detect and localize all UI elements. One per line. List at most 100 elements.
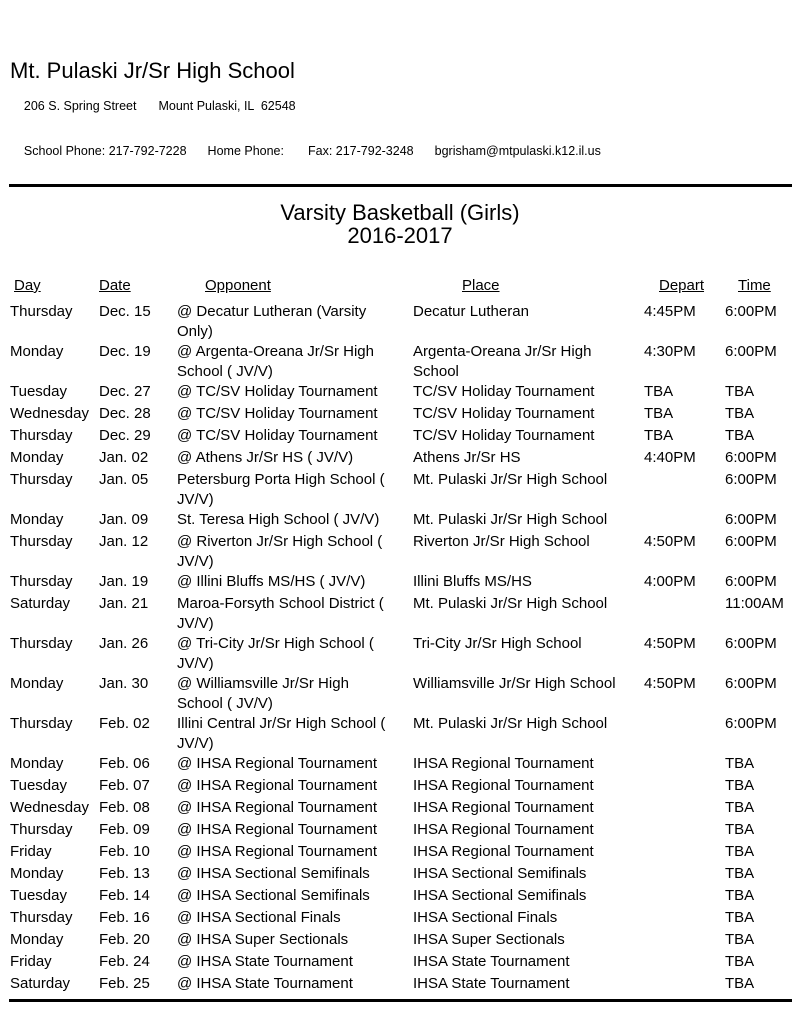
cell-opponent: @ TC/SV Holiday Tournament: [177, 383, 378, 400]
column-header-day: Day: [14, 277, 41, 294]
table-row: Friday Feb. 24 @ IHSA State Tournament I…: [0, 952, 800, 972]
cell-day: Saturday: [10, 975, 71, 992]
table-row: Thursday Jan. 19 @ Illini Bluffs MS/HS (…: [0, 572, 800, 592]
cell-depart: [644, 908, 725, 928]
cell-depart: [644, 952, 725, 972]
page-title: Varsity Basketball (Girls) 2016-2017: [0, 201, 800, 247]
cell-depart: [644, 864, 725, 884]
cell-day: Thursday: [10, 573, 73, 590]
cell-place: Mt. Pulaski Jr/Sr High School: [413, 511, 608, 528]
cell-depart: TBA: [644, 427, 674, 444]
cell-depart: TBA: [644, 383, 674, 400]
cell-time: 6:00PM: [725, 533, 777, 550]
table-row: Monday Feb. 20 @ IHSA Super Sectionals I…: [0, 930, 800, 950]
cell-place: IHSA Sectional Semifinals: [413, 865, 587, 882]
cell-time: 6:00PM: [725, 635, 777, 652]
cell-depart: 4:50PM: [644, 533, 696, 550]
cell-place: IHSA Regional Tournament: [413, 755, 594, 772]
cell-depart: 4:50PM: [644, 675, 696, 692]
cell-opponent: @ Illini Bluffs MS/HS ( JV/V): [177, 573, 366, 590]
cell-opponent: @ IHSA Super Sectionals: [177, 931, 349, 948]
table-row: Saturday Jan. 21 Maroa-Forsyth School Di…: [0, 594, 800, 634]
table-row: Wednesday Feb. 08 @ IHSA Regional Tourna…: [0, 798, 800, 818]
cell-depart: [644, 974, 725, 994]
cell-place: Riverton Jr/Sr High School: [413, 533, 590, 550]
table-row: Tuesday Feb. 07 @ IHSA Regional Tourname…: [0, 776, 800, 796]
cell-depart: 4:30PM: [644, 343, 696, 360]
cell-date: Dec. 29: [99, 427, 151, 444]
cell-opponent: @ IHSA Regional Tournament: [177, 821, 378, 838]
cell-opponent: @ Riverton Jr/Sr High School ( JV/V): [177, 533, 383, 570]
table-row: Thursday Dec. 15 @ Decatur Lutheran (Var…: [0, 302, 800, 342]
table-row: Tuesday Feb. 14 @ IHSA Sectional Semifin…: [0, 886, 800, 906]
cell-day: Thursday: [10, 533, 73, 550]
cell-time: 6:00PM: [725, 343, 777, 360]
cell-day: Tuesday: [10, 777, 67, 794]
table-row: Saturday Feb. 25 @ IHSA State Tournament…: [0, 974, 800, 994]
cell-opponent: Illini Central Jr/Sr High School ( JV/V): [177, 715, 386, 752]
cell-time: 6:00PM: [725, 303, 777, 320]
cell-opponent: @ IHSA Regional Tournament: [177, 777, 378, 794]
school-phone: School Phone: 217-792-7228: [23, 144, 187, 158]
cell-day: Wednesday: [10, 405, 89, 422]
cell-day: Wednesday: [10, 799, 89, 816]
cell-depart: [644, 594, 725, 634]
address-street: 206 S. Spring Street: [23, 99, 137, 113]
cell-depart: TBA: [644, 405, 674, 422]
cell-date: Dec. 28: [99, 405, 151, 422]
cell-place: Argenta-Oreana Jr/Sr High School: [413, 343, 592, 380]
cell-day: Thursday: [10, 821, 73, 838]
cell-time: TBA: [725, 975, 755, 992]
cell-place: IHSA Regional Tournament: [413, 799, 594, 816]
school-contact-line: School Phone: 217-792-7228 Home Phone: Fax…: [10, 129, 800, 174]
cell-depart: [644, 798, 725, 818]
cell-depart: 4:50PM: [644, 635, 696, 652]
cell-day: Tuesday: [10, 887, 67, 904]
cell-date: Jan. 19: [99, 573, 149, 590]
cell-date: Dec. 15: [99, 303, 151, 320]
cell-date: Feb. 14: [99, 887, 150, 904]
cell-time: TBA: [725, 909, 755, 926]
cell-time: 6:00PM: [725, 675, 777, 692]
cell-day: Thursday: [10, 909, 73, 926]
table-row: Friday Feb. 10 @ IHSA Regional Tournamen…: [0, 842, 800, 862]
cell-day: Friday: [10, 843, 52, 860]
school-address: 206 S. Spring Street Mount Pulaski, IL 62…: [10, 84, 800, 129]
cell-time: 6:00PM: [725, 573, 777, 590]
cell-date: Dec. 27: [99, 383, 151, 400]
cell-time: 11:00AM: [725, 595, 784, 612]
cell-opponent: @ IHSA Regional Tournament: [177, 755, 378, 772]
cell-day: Monday: [10, 511, 64, 528]
cell-date: Jan. 21: [99, 595, 149, 612]
cell-day: Monday: [10, 343, 64, 360]
cell-place: IHSA Sectional Finals: [413, 909, 558, 926]
cell-place: Decatur Lutheran: [413, 303, 529, 320]
page-title-line2: 2016-2017: [347, 223, 453, 248]
home-phone: Home Phone:: [207, 144, 284, 158]
cell-time: TBA: [725, 799, 755, 816]
cell-place: Williamsville Jr/Sr High School: [413, 675, 616, 692]
cell-time: TBA: [725, 887, 755, 904]
cell-place: TC/SV Holiday Tournament: [413, 405, 595, 422]
cell-day: Monday: [10, 449, 64, 466]
cell-opponent: @ IHSA State Tournament: [177, 975, 353, 992]
letterhead-divider: [9, 184, 792, 187]
cell-date: Feb. 13: [99, 865, 150, 882]
schedule-body: Thursday Dec. 15 @ Decatur Lutheran (Var…: [0, 302, 800, 994]
cell-opponent: @ Decatur Lutheran (Varsity Only): [177, 303, 367, 340]
cell-opponent: Petersburg Porta High School ( JV/V): [177, 471, 385, 508]
cell-opponent: @ Williamsville Jr/Sr High School ( JV/V…: [177, 675, 349, 712]
cell-place: Illini Bluffs MS/HS: [413, 573, 532, 590]
schedule-header-row: Day Date Opponent Place Depart Time: [0, 276, 800, 296]
cell-depart: [644, 470, 725, 510]
column-header-depart: Depart: [659, 277, 705, 294]
cell-day: Thursday: [10, 427, 73, 444]
cell-time: TBA: [725, 427, 755, 444]
cell-time: TBA: [725, 931, 755, 948]
table-row: Thursday Jan. 12 @ Riverton Jr/Sr High S…: [0, 532, 800, 572]
column-header-date: Date: [99, 277, 131, 294]
cell-date: Feb. 02: [99, 715, 150, 732]
cell-time: TBA: [725, 777, 755, 794]
cell-date: Feb. 20: [99, 931, 150, 948]
